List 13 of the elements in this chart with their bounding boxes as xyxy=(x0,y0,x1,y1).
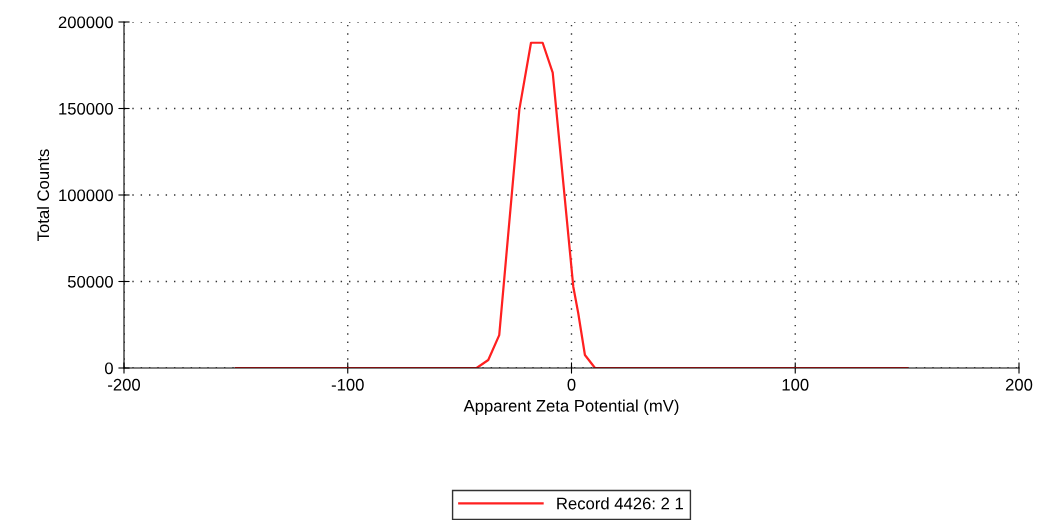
legend-label: Record 4426: 2 1 xyxy=(557,497,683,510)
x-tick-label: -100 xyxy=(331,378,364,391)
y-tick-label: 100000 xyxy=(59,189,113,202)
y-tick-label: 200000 xyxy=(58,16,113,29)
y-tick-label: 150000 xyxy=(59,102,113,115)
y-tick-label: 50000 xyxy=(67,275,113,288)
x-axis-title: Apparent Zeta Potential (mV) xyxy=(463,399,679,416)
x-tick-label: -200 xyxy=(108,378,141,391)
y-axis-title: Total Counts xyxy=(36,149,50,241)
y-tick-label: 0 xyxy=(104,362,113,375)
x-tick-label: 100 xyxy=(782,378,809,391)
x-tick-label: 0 xyxy=(567,378,576,391)
x-tick-label: 200 xyxy=(1005,378,1033,391)
